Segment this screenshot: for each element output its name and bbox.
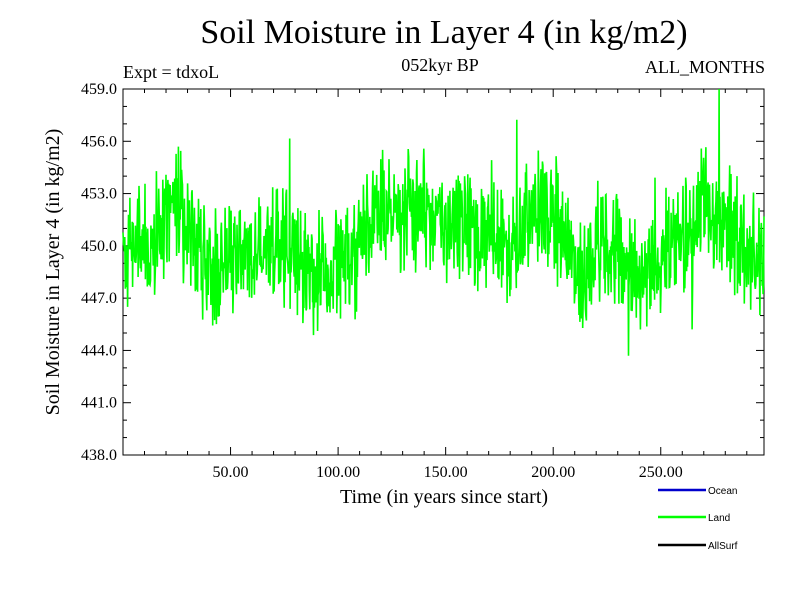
y-tick-label: 456.0: [81, 133, 117, 150]
y-tick-label: 444.0: [81, 342, 117, 359]
x-tick-label: 50.00: [213, 464, 249, 481]
x-tick-label: 250.00: [639, 464, 683, 481]
x-axis: 50.00 100.00 150.00 200.00 250.00: [144, 89, 748, 481]
y-tick-label: 453.0: [81, 186, 117, 203]
legend-label-allsurf: AllSurf: [708, 541, 738, 552]
series-lines: [122, 88, 765, 356]
y-tick-label: 441.0: [81, 395, 117, 412]
x-tick-label: 100.00: [316, 464, 360, 481]
x-axis-label: Time (in years since start): [340, 486, 548, 508]
y-tick-label: 450.0: [81, 238, 117, 255]
y-tick-label: 447.0: [81, 290, 117, 307]
period-label: ALL_MONTHS: [645, 57, 765, 77]
experiment-label: Expt = tdxoL: [123, 62, 220, 82]
legend-label-land: Land: [708, 513, 730, 524]
y-tick-label: 459.0: [81, 81, 117, 98]
legend: Ocean Land AllSurf: [658, 486, 738, 552]
y-tick-label: 438.0: [81, 447, 117, 464]
series-line-land: [122, 88, 765, 356]
chart-subtitle: 052kyr BP: [401, 55, 479, 75]
chart-title: Soil Moisture in Layer 4 (in kg/m2): [200, 14, 688, 51]
x-tick-label: 200.00: [531, 464, 575, 481]
y-axis-label: Soil Moisture in Layer 4 (in kg/m2): [42, 129, 64, 416]
y-axis: 438.0 441.0 444.0 447.0 450.0 453.0 456.0 459.0: [81, 81, 764, 464]
x-tick-label: 150.00: [424, 464, 468, 481]
legend-label-ocean: Ocean: [708, 486, 737, 497]
